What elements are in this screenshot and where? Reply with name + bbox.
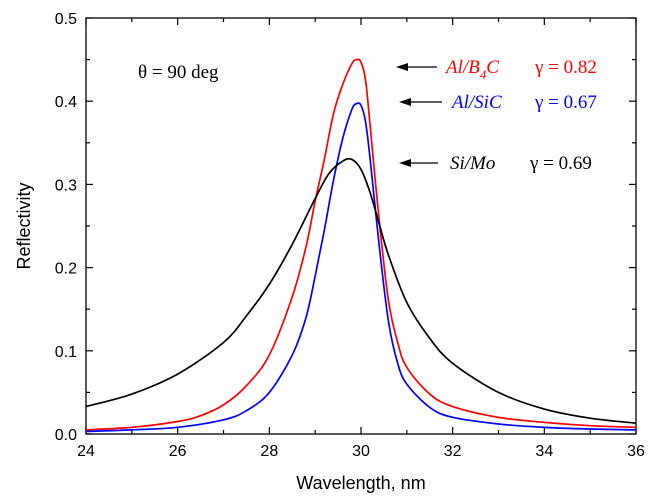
- x-tick-label: 28: [260, 443, 278, 460]
- theta-annotation: θ = 90 deg: [138, 62, 219, 83]
- legend-alsic: Al/SiC γ = 0.67: [399, 92, 597, 113]
- y-tick-label: 0.4: [55, 94, 77, 111]
- axis-tick-labels: 24 26 28 30 32 34 36 0.0 0.1 0.2 0.3 0.4 0.5: [55, 11, 645, 460]
- axis-ticks: [85, 17, 637, 435]
- series-lines: [86, 58, 636, 433]
- legend-gamma-alb4c: γ = 0.82: [534, 57, 597, 78]
- y-tick-label: 0.3: [55, 177, 77, 194]
- y-axis-title: Reflectivity: [14, 182, 34, 269]
- legend-arrowhead-alsic: [399, 98, 411, 106]
- legend-arrowhead-simo: [399, 159, 411, 167]
- legend-label-alb4c-sub: 4: [480, 67, 487, 82]
- x-tick-label: 24: [77, 443, 95, 460]
- legend-label-alb4c-main: Al/B: [444, 57, 480, 78]
- legend-alb4c: Al/B4C γ = 0.82: [396, 57, 597, 82]
- y-tick-label: 0.0: [55, 427, 77, 444]
- series-line-simo: [86, 157, 636, 425]
- legend-label-alb4c-tail: C: [486, 57, 499, 78]
- legend-gamma-simo: γ = 0.69: [529, 153, 592, 174]
- x-tick-label: 34: [535, 443, 553, 460]
- x-tick-label: 30: [352, 443, 370, 460]
- legend-label-alsic: Al/SiC: [450, 92, 502, 113]
- x-tick-label: 26: [169, 443, 187, 460]
- legend-simo: Si/Mo γ = 0.69: [399, 153, 592, 174]
- y-tick-label: 0.5: [55, 11, 77, 28]
- series-line-alsic: [86, 102, 636, 433]
- y-tick-label: 0.1: [55, 344, 77, 361]
- y-tick-label: 0.2: [55, 261, 77, 278]
- legend-label-alb4c: Al/B4C: [444, 57, 499, 82]
- legend-arrowhead-alb4c: [396, 63, 408, 71]
- legend-label-simo: Si/Mo: [450, 153, 495, 174]
- x-tick-label: 36: [627, 443, 645, 460]
- x-axis-title: Wavelength, nm: [296, 473, 425, 493]
- legend-gamma-alsic: γ = 0.67: [534, 92, 597, 113]
- x-tick-label: 32: [444, 443, 462, 460]
- series-line-alb4c: [86, 58, 636, 431]
